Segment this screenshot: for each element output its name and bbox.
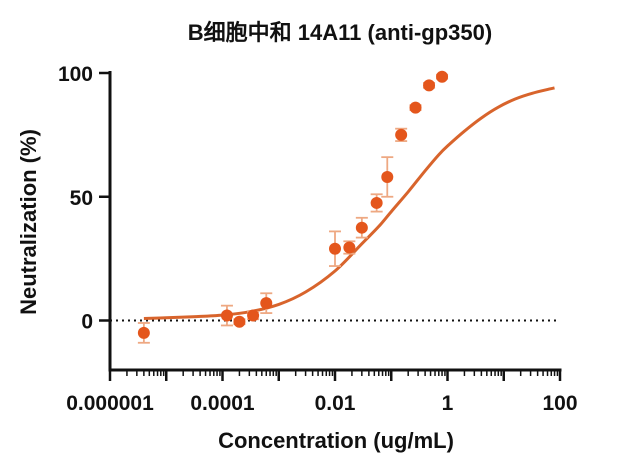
data-point [436, 70, 449, 83]
x-tick-label: 100 [542, 392, 577, 415]
x-tick-label: 0.0001 [190, 392, 255, 415]
data-point [423, 79, 436, 92]
data-point [355, 221, 368, 234]
data-point [329, 242, 341, 255]
y-tick-label: 100 [58, 63, 93, 86]
y-tick-label: 50 [70, 187, 93, 210]
data-point [137, 326, 150, 339]
x-tick-label: 1 [442, 392, 454, 415]
data-point [247, 309, 260, 322]
data-point [395, 128, 408, 141]
data-point [343, 241, 356, 254]
x-tick-label: 0.000001 [66, 392, 154, 415]
data-point [260, 297, 273, 310]
chart-title: B细胞中和 14A11 (anti-gp350) [188, 20, 492, 45]
data-point [409, 101, 422, 114]
y-axis-label: Neutralization (%) [16, 129, 41, 315]
plot-area: 0.000001 0.0001 0.01 1 100 0 50 100 [58, 63, 578, 415]
y-tick-label: 0 [81, 311, 93, 334]
x-tick-label: 0.01 [315, 392, 356, 415]
data-point [220, 309, 233, 322]
data-point [370, 196, 383, 209]
x-axis-label: Concentration (ug/mL) [218, 428, 454, 453]
data-point [381, 170, 394, 183]
fit-curve [143, 86, 555, 320]
data-point [233, 315, 246, 328]
